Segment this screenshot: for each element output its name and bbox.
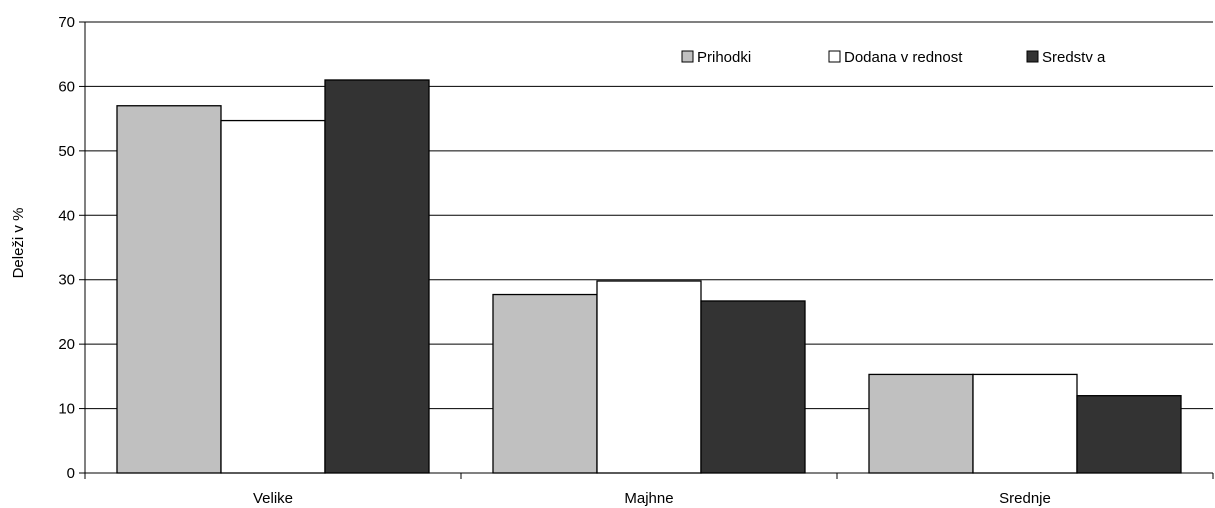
bar xyxy=(596,280,702,474)
bar xyxy=(700,300,806,474)
y-axis-label: Deleži v % xyxy=(10,208,27,279)
x-tick-labels: Velike Majhne Srednje xyxy=(253,490,1051,507)
legend: Prihodki Dodana v rednost Sredstv a xyxy=(681,49,1106,66)
legend-swatch xyxy=(1026,50,1039,63)
bar xyxy=(972,373,1078,474)
legend-label: Prihodki xyxy=(697,49,751,66)
y-tick-labels: 0 10 20 30 40 50 60 70 xyxy=(58,14,75,482)
bar xyxy=(1076,395,1182,474)
x-tick-label: Majhne xyxy=(624,490,673,507)
axes xyxy=(79,21,1214,479)
x-tick-label: Velike xyxy=(253,490,293,507)
y-tick-label: 30 xyxy=(58,272,75,289)
y-tick-label: 50 xyxy=(58,143,75,160)
legend-swatch xyxy=(828,50,841,63)
y-tick-label: 60 xyxy=(58,78,75,95)
bar xyxy=(868,373,974,474)
bar xyxy=(116,105,222,474)
y-tick-label: 0 xyxy=(67,465,75,482)
y-tick-label: 20 xyxy=(58,336,75,353)
y-tick-label: 10 xyxy=(58,401,75,418)
bar xyxy=(492,293,598,474)
x-tick-label: Srednje xyxy=(999,490,1051,507)
bars xyxy=(116,79,1182,474)
y-tick-label: 70 xyxy=(58,14,75,31)
legend-label: Dodana v rednost xyxy=(844,49,963,66)
bar xyxy=(220,119,326,474)
legend-label: Sredstv a xyxy=(1042,49,1106,66)
legend-swatch xyxy=(681,50,694,63)
y-tick-label: 40 xyxy=(58,207,75,224)
bar xyxy=(324,79,430,474)
